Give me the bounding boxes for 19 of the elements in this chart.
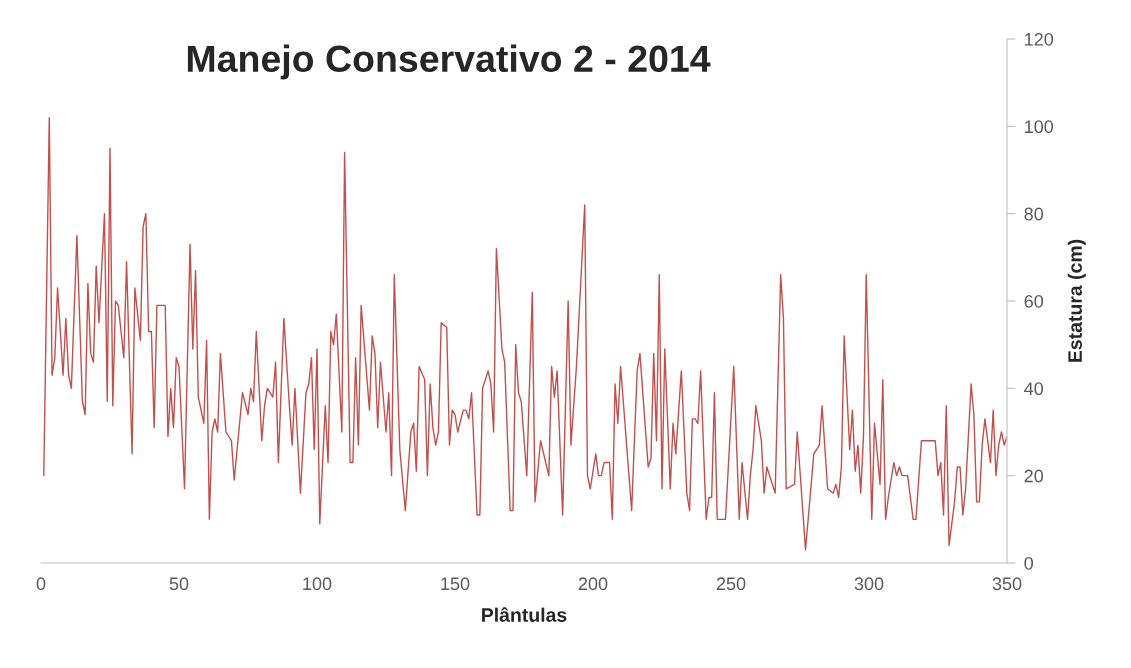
y-tick-label: 20 xyxy=(1024,469,1044,483)
y-tick-label: 80 xyxy=(1024,207,1044,221)
x-tick-label: 200 xyxy=(578,577,608,591)
x-tick-label: 150 xyxy=(441,577,470,591)
y-axis-title: Estatura (cm) xyxy=(1067,239,1086,362)
y-tick-label: 0 xyxy=(1024,556,1033,570)
x-tick-label: 300 xyxy=(854,577,884,591)
y-tick-label: 40 xyxy=(1024,382,1044,396)
y-tick-label: 120 xyxy=(1025,32,1054,46)
x-tick-label: 100 xyxy=(303,577,332,591)
chart-title: Manejo Conservativo 2 - 2014 xyxy=(187,44,711,80)
y-tick-label: 60 xyxy=(1024,294,1044,308)
x-tick-label: 350 xyxy=(992,577,1022,591)
x-tick-label: 250 xyxy=(716,577,746,591)
line-series xyxy=(43,116,1007,551)
y-tick-label: 100 xyxy=(1025,120,1054,134)
x-tick-label: 0 xyxy=(36,577,46,591)
x-axis-title: Plântulas xyxy=(482,607,567,622)
x-tick-label: 50 xyxy=(169,577,189,591)
